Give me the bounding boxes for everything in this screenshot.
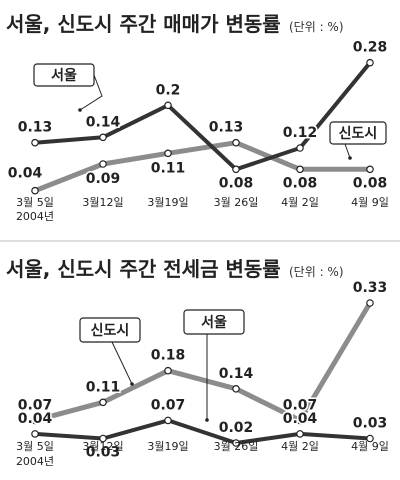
chart1-series-1-value-label-4: 0.08 <box>283 175 318 191</box>
chart1-series-1-point-2 <box>164 149 172 158</box>
chart2-series-0-point-0 <box>31 416 39 425</box>
chart1-series-0-value-label-4: 0.12 <box>283 125 318 141</box>
chart2-series-1-value-label-0: 0.04 <box>18 411 53 427</box>
chart2-series-0-point-3 <box>232 384 240 393</box>
chart1-x-tick-label-3: 3월 26일 <box>214 195 259 209</box>
chart2-legend-box-0 <box>79 317 141 343</box>
chart1-series-0-value-label-5: 0.28 <box>353 40 388 56</box>
chart1-series-0-point-0 <box>31 138 39 147</box>
chart1-x-tick-label-4: 4월 2일 <box>281 195 319 209</box>
chart1-series-1-point-3 <box>232 138 240 147</box>
chart2-title: 서울, 신도시 주간 전세금 변동률 <box>6 257 281 281</box>
chart1-legend-box-0 <box>33 63 95 87</box>
chart2-series-0-point-5 <box>366 299 374 307</box>
chart2-x-tick-label-2: 3월19일 <box>147 439 188 453</box>
chart1-series-1-value-label-2: 0.11 <box>151 160 186 176</box>
chart1-legend-leader-0 <box>79 74 103 111</box>
chart2-series-line-0 <box>32 300 373 423</box>
chart1-x-tick-label-1: 3월12일 <box>82 195 123 209</box>
chart2-series-1-point-1 <box>99 434 107 443</box>
chart1-series-1-value-label-5: 0.08 <box>353 175 388 191</box>
chart1-legend-leader-dot-1 <box>348 156 352 160</box>
chart2-series-0-value-label-1: 0.11 <box>86 379 121 395</box>
chart1-series-1-value-label-3: 0.13 <box>209 120 244 136</box>
chart1-legend-label-0: 서울 <box>51 67 77 84</box>
chart1-series-0-point-1 <box>99 133 107 142</box>
chart2-legend-leader-0 <box>111 341 133 385</box>
chart2-series-1-value-label-1: 0.03 <box>86 445 121 461</box>
chart1-year-label: 2004년 <box>16 210 54 223</box>
chart1-x-tick-label-0: 3월 5일 <box>16 195 54 209</box>
chart1-series-line-1 <box>32 140 373 194</box>
chart1-legend-leader-1 <box>344 143 351 159</box>
chart1-series-0-point-5 <box>366 58 374 67</box>
chart2-series-0-value-label-3: 0.14 <box>219 366 254 382</box>
chart2-series-0-point-1 <box>99 398 107 407</box>
chart2-legend-leader-dot-0 <box>130 382 134 386</box>
chart1-series-1-point-1 <box>99 160 107 168</box>
chart2-series-0-value-label-5: 0.33 <box>353 280 388 296</box>
chart1-series-0-point-4 <box>296 144 304 152</box>
chart2-series-1-point-0 <box>31 430 39 438</box>
chart1-x-tick-label-2: 3월19일 <box>147 195 188 209</box>
chart2-series-1-value-label-4: 0.04 <box>283 411 318 427</box>
chart2-series-1-point-3 <box>232 439 240 447</box>
chart1-legend-label-1: 신도시 <box>339 126 378 142</box>
chart1-series-1-value-label-0: 0.04 <box>8 166 43 182</box>
chart1-plot: 0.13 0.14 0.2 0.08 0.12 0.28 0.04 0.09 0.11 0.13 0… <box>6 38 389 223</box>
chart2-series-1-value-label-2: 0.07 <box>151 397 186 413</box>
chart2-legend-leader-dot-1 <box>205 418 209 422</box>
chart2-unit-label: (단위 : %) <box>289 265 344 279</box>
chart1-series-1-value-label-1: 0.09 <box>86 171 121 187</box>
chart2-legend-box-1 <box>183 309 245 335</box>
chart1-series-1-point-4 <box>296 165 304 174</box>
chart2-plot: 0.07 0.11 0.18 0.14 0.07 0.33 0.04 0.03 0.07 0.02… <box>16 279 389 469</box>
chart1-series-0-point-2 <box>164 101 172 110</box>
chart1-series-0-value-label-1: 0.14 <box>86 114 121 130</box>
chart2-series-1-value-label-5: 0.03 <box>353 416 388 432</box>
chart2-year-label: 2004년 <box>16 455 54 468</box>
chart2-series-0-value-label-4: 0.07 <box>283 397 318 413</box>
chart2-series-1-point-2 <box>164 416 172 425</box>
chart2-series-1-value-label-3: 0.02 <box>219 420 254 436</box>
chart2-legend-label-0: 신도시 <box>91 323 130 339</box>
chart1-series-1-point-0 <box>31 186 39 195</box>
chart2-series-1-point-4 <box>296 430 304 438</box>
chart2-x-tick-label-0: 3월 5일 <box>16 439 54 453</box>
chart2-series-1-point-5 <box>366 434 374 443</box>
chart1-series-0-value-label-2: 0.2 <box>156 82 181 98</box>
chart1-series-0-point-3 <box>232 165 240 174</box>
chart1-series-0-value-label-0: 0.13 <box>18 120 53 136</box>
chart2-x-tick-label-5: 4월 9일 <box>351 439 389 453</box>
chart2-x-tick-label-1: 3월12일 <box>82 439 123 453</box>
chart1-legend-leader-dot-0 <box>78 108 82 112</box>
chart1-series-1-point-5 <box>366 165 374 174</box>
chart2-series-0-value-label-2: 0.18 <box>151 348 186 364</box>
chart1-series-0-value-label-3: 0.08 <box>219 175 254 191</box>
chart2-series-0-point-4 <box>296 416 304 425</box>
chart1-unit-label: (단위 : %) <box>289 20 344 34</box>
chart2-x-tick-label-4: 4월 2일 <box>281 439 319 453</box>
chart2-series-0-value-label-0: 0.07 <box>18 397 53 413</box>
chart2-series-0-point-2 <box>164 366 172 375</box>
chart1-x-tick-label-5: 4월 9일 <box>351 195 389 209</box>
chart2-legend-label-1: 서울 <box>201 314 227 331</box>
chart2-series-line-1 <box>33 418 372 445</box>
chart1-series-line-0 <box>33 60 372 172</box>
chart2-x-tick-label-3: 3월 26일 <box>214 439 259 453</box>
chart1-legend-box-1 <box>329 121 387 145</box>
chart1-title: 서울, 신도시 주간 매매가 변동률 <box>6 12 281 36</box>
